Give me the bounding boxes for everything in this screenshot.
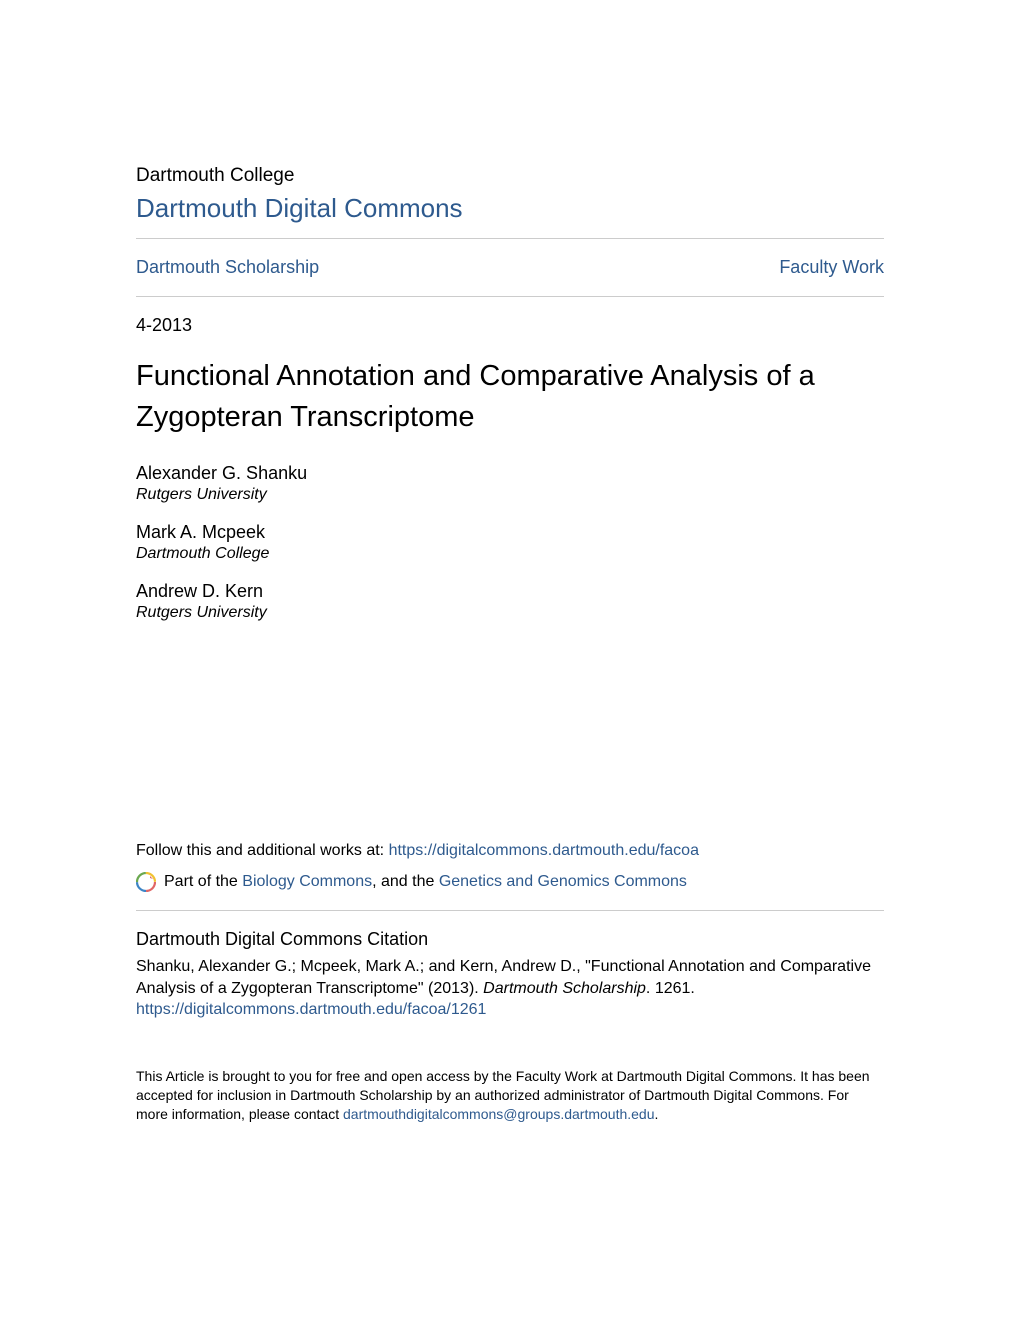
- genetics-commons-link[interactable]: Genetics and Genomics Commons: [439, 873, 687, 890]
- follow-section: Follow this and additional works at: htt…: [136, 842, 884, 1124]
- author-affiliation: Rutgers University: [136, 604, 884, 622]
- divider-nav: [136, 296, 884, 297]
- citation-body-2: . 1261.: [646, 980, 695, 997]
- article-title: Functional Annotation and Comparative An…: [136, 356, 884, 437]
- author-block: Mark A. Mcpeek Dartmouth College: [136, 522, 884, 563]
- author-name: Mark A. Mcpeek: [136, 522, 884, 543]
- author-block: Andrew D. Kern Rutgers University: [136, 581, 884, 622]
- follow-url-link[interactable]: https://digitalcommons.dartmouth.edu/fac…: [389, 842, 699, 859]
- citation-italic: Dartmouth Scholarship: [483, 980, 646, 997]
- institution-label: Dartmouth College: [136, 165, 884, 187]
- follow-prefix: Follow this and additional works at:: [136, 842, 389, 859]
- author-name: Andrew D. Kern: [136, 581, 884, 602]
- footer-email-link[interactable]: dartmouthdigitalcommons@groups.dartmouth…: [343, 1106, 655, 1122]
- footer-text: This Article is brought to you for free …: [136, 1067, 884, 1124]
- commons-text: Part of the Biology Commons, and the Gen…: [164, 873, 687, 891]
- author-affiliation: Dartmouth College: [136, 545, 884, 563]
- author-name: Alexander G. Shanku: [136, 463, 884, 484]
- commons-prefix: Part of the: [164, 873, 242, 890]
- author-block: Alexander G. Shanku Rutgers University: [136, 463, 884, 504]
- nav-scholarship-link[interactable]: Dartmouth Scholarship: [136, 257, 319, 278]
- biology-commons-link[interactable]: Biology Commons: [242, 873, 372, 890]
- footer-period: .: [655, 1106, 659, 1122]
- citation-section: Dartmouth Digital Commons Citation Shank…: [136, 929, 884, 1019]
- divider-citation: [136, 910, 884, 911]
- citation-heading: Dartmouth Digital Commons Citation: [136, 929, 884, 950]
- commons-row: Part of the Biology Commons, and the Gen…: [136, 872, 884, 892]
- publication-date: 4-2013: [136, 315, 884, 336]
- repository-link[interactable]: Dartmouth Digital Commons: [136, 193, 463, 224]
- commons-separator: , and the: [372, 873, 439, 890]
- nav-row: Dartmouth Scholarship Faculty Work: [136, 239, 884, 296]
- citation-url-link[interactable]: https://digitalcommons.dartmouth.edu/fac…: [136, 1001, 884, 1019]
- follow-text: Follow this and additional works at: htt…: [136, 842, 884, 860]
- author-affiliation: Rutgers University: [136, 486, 884, 504]
- citation-text: Shanku, Alexander G.; Mcpeek, Mark A.; a…: [136, 956, 884, 999]
- network-icon: [136, 872, 156, 892]
- nav-faculty-work-link[interactable]: Faculty Work: [779, 257, 884, 278]
